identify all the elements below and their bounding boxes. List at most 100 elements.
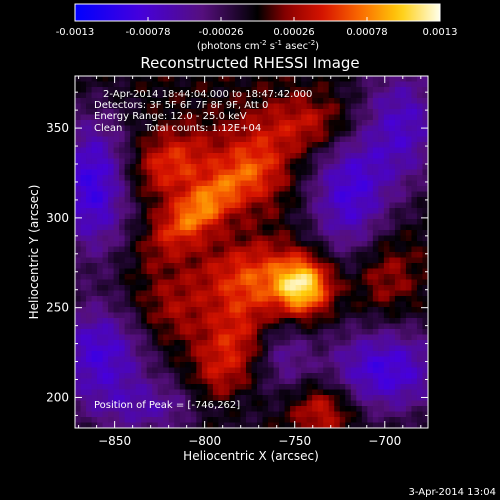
heatmap-cell <box>405 169 413 176</box>
heatmap-cell <box>91 274 98 281</box>
heatmap-cell <box>268 345 275 352</box>
heatmap-cell <box>317 373 324 380</box>
heatmap-cell <box>168 279 175 286</box>
heatmap-cell <box>229 153 236 160</box>
heatmap-cell <box>262 373 269 380</box>
heatmap-cell <box>218 279 225 286</box>
heatmap-cell <box>119 186 126 193</box>
heatmap-cell <box>212 285 220 292</box>
heatmap-cell <box>124 406 131 413</box>
heatmap-cell <box>306 153 313 160</box>
heatmap-cell <box>119 340 126 347</box>
heatmap-cell <box>328 301 335 308</box>
heatmap-cell <box>345 312 352 319</box>
heatmap-cell <box>212 356 220 363</box>
heatmap-cell <box>80 301 87 308</box>
heatmap-cell <box>75 169 82 176</box>
heatmap-cell <box>262 158 269 165</box>
heatmap-cell <box>334 186 341 193</box>
heatmap-cell <box>306 158 313 165</box>
heatmap-cell <box>279 285 286 292</box>
heatmap-cell <box>372 362 379 369</box>
heatmap-cell <box>80 103 87 110</box>
heatmap-cell <box>163 367 170 374</box>
heatmap-cell <box>119 241 126 248</box>
heatmap-cell <box>240 103 247 110</box>
heatmap-cell <box>240 142 247 149</box>
heatmap-cell <box>257 389 264 396</box>
heatmap-cell <box>317 301 324 308</box>
heatmap-cell <box>86 197 93 204</box>
heatmap-cell <box>152 136 159 143</box>
heatmap-cell <box>405 81 413 88</box>
heatmap-cell <box>378 417 385 424</box>
heatmap-cell <box>174 114 181 121</box>
heatmap-cell <box>405 400 413 407</box>
heatmap-cell <box>312 142 319 149</box>
heatmap-cell <box>405 268 413 275</box>
heatmap-cell <box>350 351 357 358</box>
heatmap-cell <box>218 98 225 105</box>
heatmap-cell <box>301 246 308 253</box>
heatmap-cell <box>201 92 208 99</box>
heatmap-cell <box>268 120 275 127</box>
heatmap-cell <box>218 125 225 132</box>
heatmap-cell <box>163 224 170 231</box>
heatmap-cell <box>306 87 313 94</box>
heatmap-cell <box>350 356 357 363</box>
heatmap-cell <box>372 406 379 413</box>
heatmap-cell <box>97 114 104 121</box>
heatmap-cell <box>411 175 418 182</box>
heatmap-cell <box>323 312 330 319</box>
heatmap-cell <box>295 422 302 428</box>
heatmap-cell <box>356 175 363 182</box>
heatmap-cell <box>190 367 197 374</box>
heatmap-cell <box>190 362 197 369</box>
heatmap-cell <box>383 109 390 116</box>
heatmap-cell <box>262 109 269 116</box>
heatmap-cell <box>163 169 170 176</box>
heatmap-cell <box>290 147 297 154</box>
heatmap-cell <box>201 180 208 187</box>
heatmap-cell <box>102 323 109 330</box>
heatmap-cell <box>301 125 308 132</box>
heatmap-cell <box>179 296 186 303</box>
heatmap-cell <box>157 98 164 105</box>
heatmap-cell <box>168 351 175 358</box>
heatmap-cell <box>262 345 269 352</box>
heatmap-cell <box>251 378 258 385</box>
heatmap-cell <box>268 136 275 143</box>
heatmap-cell <box>141 241 148 248</box>
heatmap-cell <box>400 334 407 341</box>
heatmap-cell <box>378 131 385 138</box>
heatmap-cell <box>339 87 346 94</box>
heatmap-cell <box>312 186 319 193</box>
heatmap-cell <box>163 312 170 319</box>
heatmap-cell <box>141 367 148 374</box>
colorbar-tick-label: -0.00078 <box>126 27 171 38</box>
heatmap-cell <box>378 186 385 193</box>
heatmap-cell <box>196 109 203 116</box>
heatmap-cell <box>262 114 269 121</box>
heatmap-cell <box>405 362 413 369</box>
heatmap-cell <box>394 76 402 83</box>
heatmap-cell <box>273 109 280 116</box>
heatmap-cell <box>361 246 368 253</box>
heatmap-cell <box>135 373 142 380</box>
heatmap-cell <box>334 389 341 396</box>
heatmap-cell <box>234 395 242 402</box>
heatmap-cell <box>323 263 330 270</box>
heatmap-cell <box>196 356 203 363</box>
heatmap-cell <box>135 230 142 237</box>
heatmap-cell <box>312 208 319 215</box>
colorbar-tick-label: -0.00026 <box>199 27 244 38</box>
heatmap-cell <box>279 268 286 275</box>
heatmap-cell <box>91 235 98 242</box>
heatmap-cell <box>389 241 396 248</box>
heatmap-cell <box>361 389 368 396</box>
heatmap-cell <box>113 252 120 259</box>
heatmap-cell <box>367 180 374 187</box>
heatmap-cell <box>152 351 159 358</box>
heatmap-cell <box>257 400 264 407</box>
heatmap-cell <box>212 263 220 270</box>
